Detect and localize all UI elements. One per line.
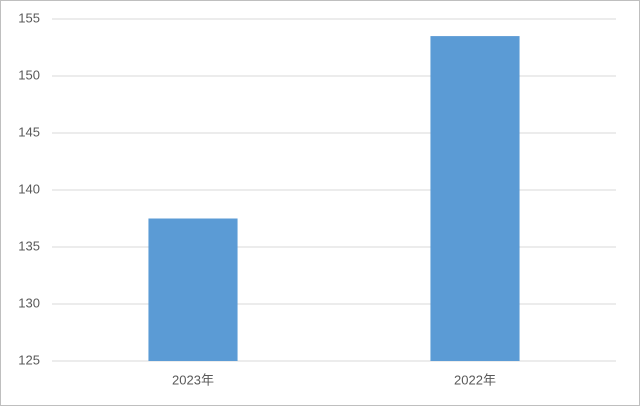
y-tick-label: 140 <box>18 181 40 196</box>
y-tick-label: 155 <box>18 10 40 25</box>
y-tick-label: 145 <box>18 124 40 139</box>
y-tick-label: 150 <box>18 67 40 82</box>
bar <box>148 218 238 361</box>
y-tick-label: 130 <box>18 295 40 310</box>
x-tick-label: 2022年 <box>454 372 496 387</box>
x-tick-label: 2023年 <box>172 372 214 387</box>
y-tick-label: 125 <box>18 352 40 367</box>
y-tick-label: 135 <box>18 238 40 253</box>
bar <box>430 36 520 361</box>
